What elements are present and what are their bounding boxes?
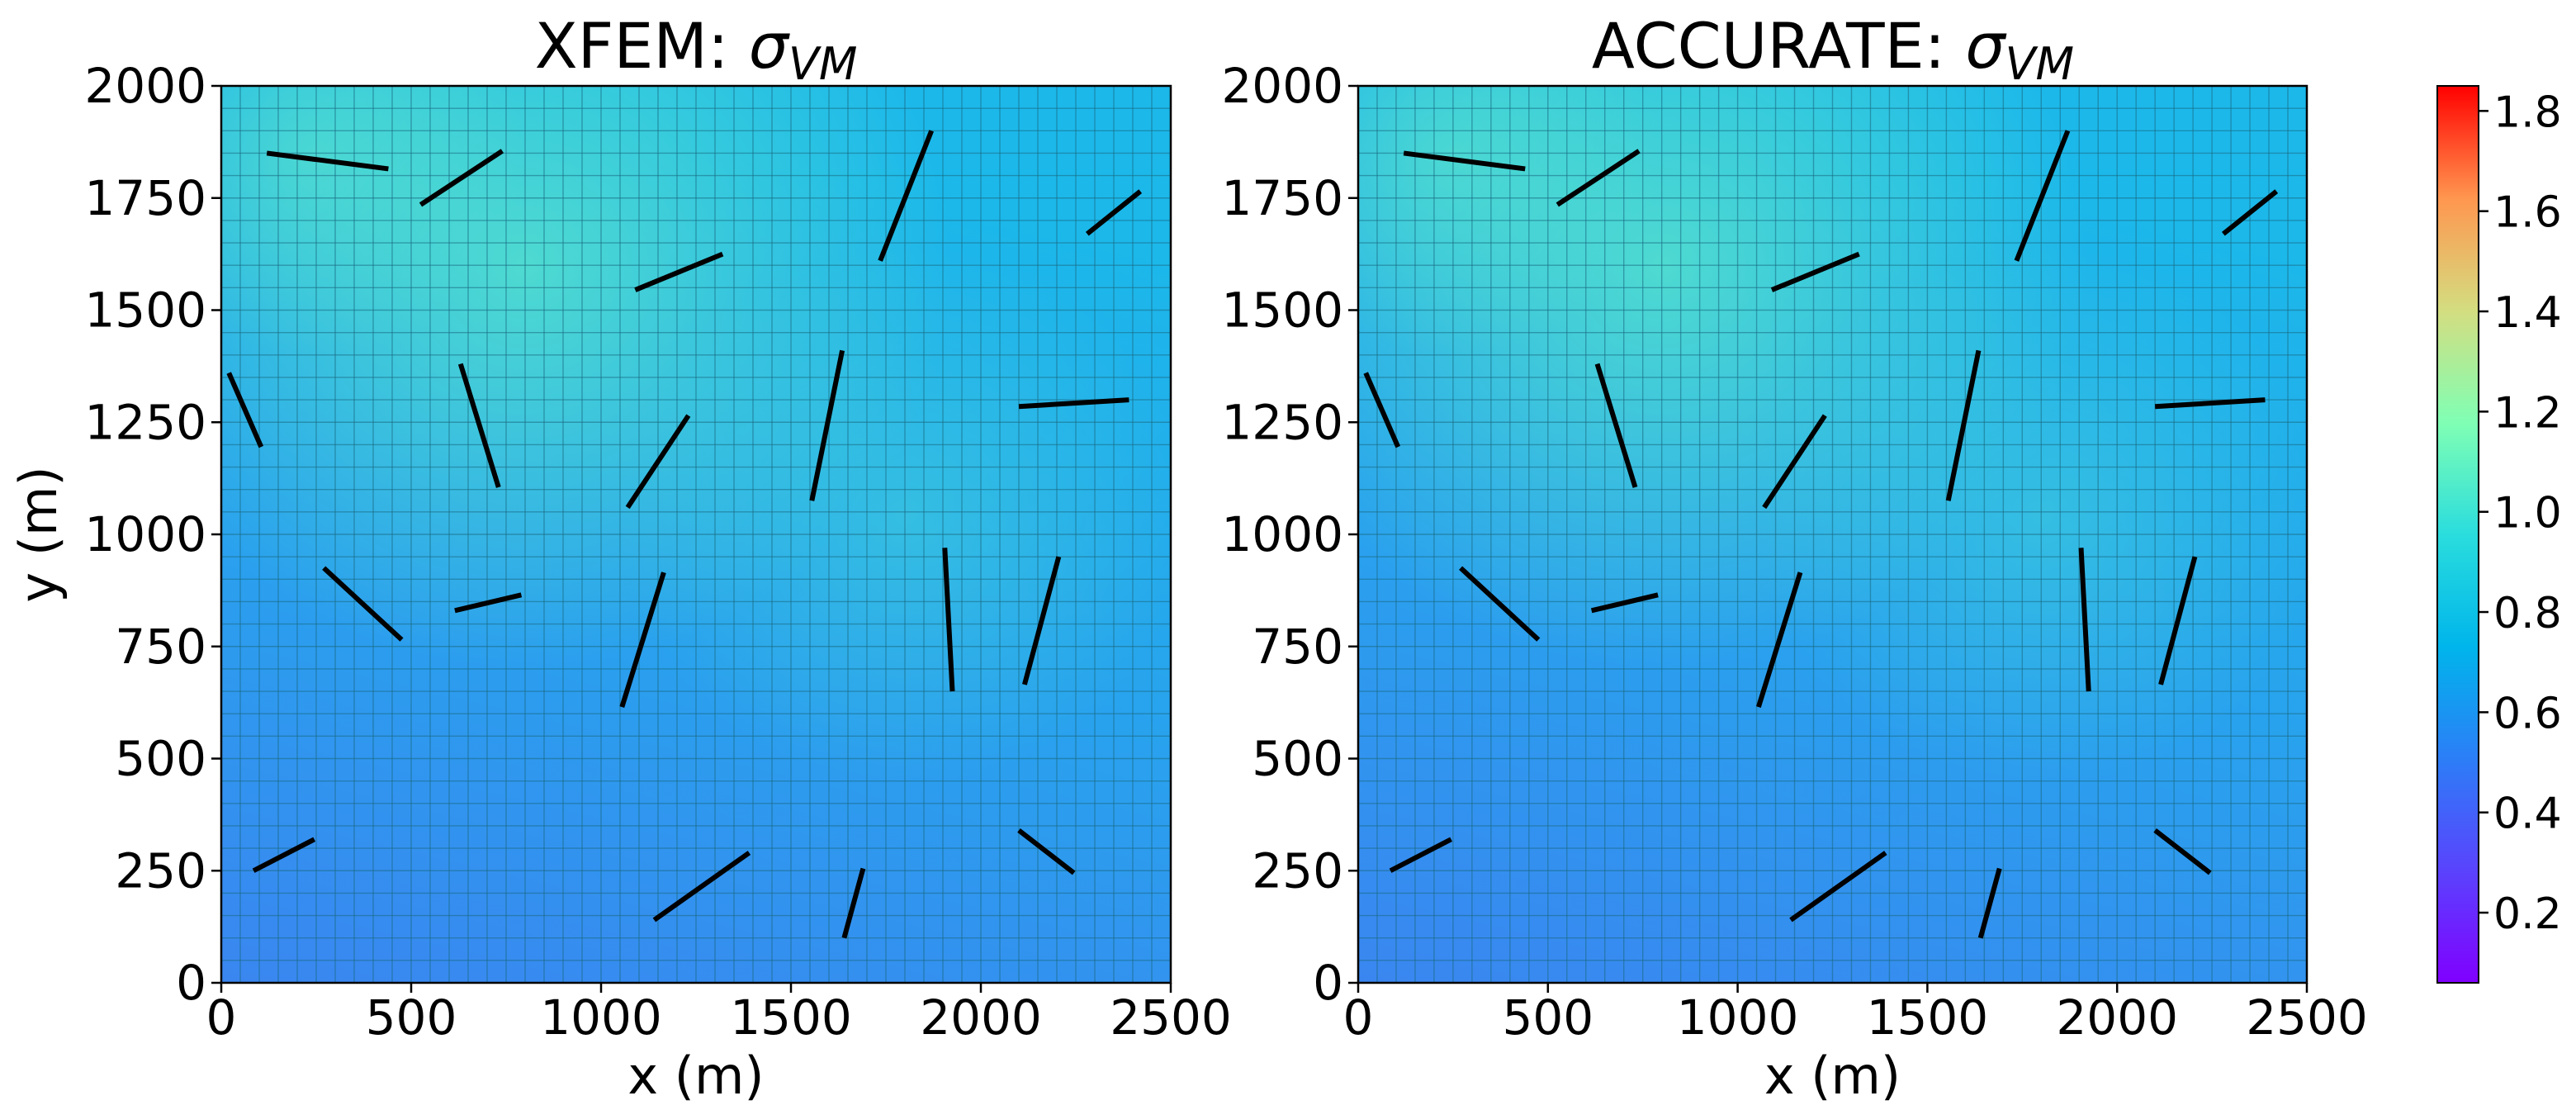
- fracture-line: [1389, 837, 1452, 873]
- x-axis-label: x (m): [1764, 1046, 1901, 1106]
- colorbar-tick-label: 0.6: [2493, 689, 2562, 738]
- fracture-line: [2078, 548, 2091, 692]
- y-tick-label: 750: [115, 619, 206, 675]
- fracture-line: [322, 566, 404, 642]
- fracture-line: [809, 349, 845, 501]
- x-tick-label: 500: [366, 989, 457, 1046]
- panel-title-text: XFEM:: [535, 9, 749, 83]
- fracture-line: [1789, 851, 1887, 923]
- fracture-line: [652, 851, 751, 923]
- fracture-line: [226, 372, 264, 448]
- fracture-line: [942, 548, 955, 692]
- y-tick-label: 1500: [84, 282, 206, 339]
- fractures: [226, 130, 1143, 939]
- mesh-grid: [1358, 86, 2307, 983]
- fracture-line: [1556, 149, 1641, 207]
- fracture-line: [1363, 372, 1401, 448]
- xfem-panel: 0 500 1000 1500 2000 2500 0 250 500 750 1000 1250 15…: [8, 9, 1232, 1106]
- colorbar-frame: [2436, 85, 2479, 984]
- fracture-line: [1945, 349, 1982, 501]
- panel-title: XFEM: σVM: [535, 9, 858, 90]
- fracture-line: [457, 363, 501, 488]
- y-tick-label: 1500: [1221, 282, 1343, 339]
- y-tick-label: 0: [176, 955, 206, 1011]
- mesh-grid: [221, 86, 1171, 983]
- colorbar: 0.2 0.4 0.6 0.8 1.0 1.2 1.4 1.6 1.8: [2436, 85, 2562, 984]
- panel-title-subscript: VM: [2005, 38, 2075, 90]
- fracture-line: [1017, 828, 1076, 875]
- y-tick-label: 0: [1313, 955, 1343, 1011]
- fracture-line: [2014, 130, 2071, 262]
- fracture-line: [1022, 556, 1062, 685]
- panel-title-symbol: σ: [749, 9, 791, 83]
- y-tick-label: 500: [1252, 731, 1343, 787]
- accurate-panel: 0 500 1000 1500 2000 2500 0 250 500 750 1000 1250 15…: [1221, 9, 2367, 1106]
- y-tick-label: 500: [115, 731, 206, 787]
- colorbar-tick-label: 1.0: [2493, 489, 2562, 538]
- colorbar-tick-label: 1.6: [2493, 188, 2562, 238]
- panel-title-symbol: σ: [1965, 9, 2007, 83]
- x-tick-label: 1500: [730, 989, 852, 1046]
- fracture-line: [1762, 414, 1827, 510]
- colorbar-tick-label: 1.4: [2493, 288, 2562, 338]
- fracture-line: [841, 867, 866, 939]
- fracture-line: [1018, 397, 1129, 410]
- x-tick-label: 0: [206, 989, 237, 1046]
- colorbar-tick-label: 0.4: [2493, 790, 2562, 839]
- y-tick-label: 1250: [84, 394, 206, 450]
- x-tick-label: 1000: [540, 989, 662, 1046]
- y-tick-label: 250: [115, 842, 206, 899]
- fractures: [1363, 130, 2279, 939]
- fracture-line: [1459, 566, 1541, 642]
- x-tick-label: 1500: [1867, 989, 1989, 1046]
- x-tick-label: 2000: [2056, 989, 2178, 1046]
- fracture-line: [419, 149, 504, 207]
- fracture-line: [1770, 251, 1860, 292]
- fracture-line: [1085, 189, 1143, 236]
- y-tick-label: 250: [1252, 842, 1343, 899]
- x-tick-label: 2500: [1110, 989, 1232, 1046]
- fracture-line: [2222, 189, 2279, 236]
- fracture-line: [2154, 397, 2266, 410]
- x-tick-label: 0: [1343, 989, 1374, 1046]
- y-tick-label: 750: [1252, 619, 1343, 675]
- fracture-line: [2158, 556, 2198, 685]
- y-tick-label: 2000: [1221, 58, 1343, 114]
- x-tick-label: 1000: [1677, 989, 1799, 1046]
- x-tick-label: 500: [1502, 989, 1593, 1046]
- fracture-line: [1590, 592, 1659, 614]
- x-tick-label: 2500: [2246, 989, 2368, 1046]
- fracture-line: [619, 572, 666, 708]
- fracture-line: [266, 150, 389, 172]
- x-tick-label: 2000: [920, 989, 1042, 1046]
- fracture-line: [878, 130, 934, 262]
- fracture-line: [1403, 150, 1526, 172]
- y-tick-label: 1250: [1221, 394, 1343, 450]
- colorbar-tick-label: 0.8: [2493, 589, 2562, 638]
- y-tick-label: 1750: [84, 170, 206, 226]
- y-tick-label: 2000: [84, 58, 206, 114]
- colorbar-tick-label: 1.8: [2493, 88, 2562, 137]
- colorbar-tick-label: 0.2: [2493, 889, 2562, 939]
- fracture-line: [625, 414, 691, 510]
- fracture-line: [252, 837, 316, 873]
- panel-title: ACCURATE: σVM: [1592, 9, 2074, 90]
- colorbar-gradient: [2437, 86, 2479, 983]
- fracture-line: [1756, 572, 1803, 708]
- y-tick-label: 1750: [1221, 170, 1343, 226]
- panel-title-text: ACCURATE:: [1592, 9, 1965, 83]
- panel-title-subscript: VM: [788, 38, 858, 90]
- fracture-line: [2153, 828, 2212, 875]
- colorbar-tick-label: 1.2: [2493, 388, 2562, 438]
- fracture-line: [1977, 867, 2002, 939]
- y-axis-label: y (m): [8, 466, 69, 602]
- y-tick-label: 1000: [84, 506, 206, 562]
- fracture-line: [1594, 363, 1638, 488]
- fracture-line: [454, 592, 523, 614]
- y-tick-label: 1000: [1221, 506, 1343, 562]
- fracture-line: [634, 251, 724, 292]
- x-axis-label: x (m): [627, 1046, 764, 1106]
